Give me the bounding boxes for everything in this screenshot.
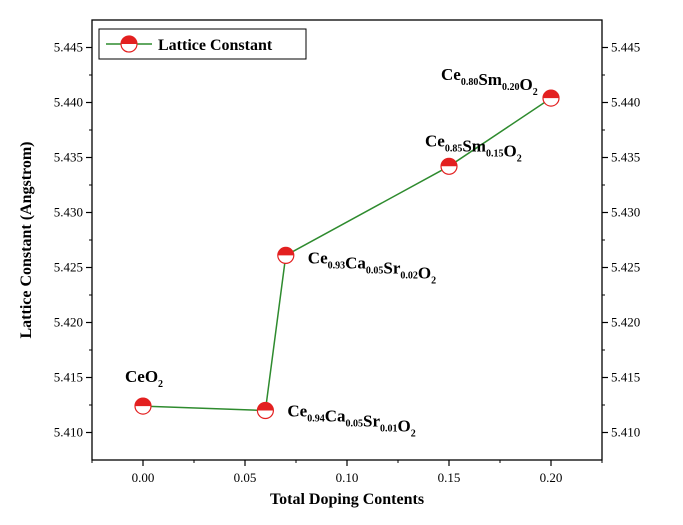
y-tick-label-left: 5.445 xyxy=(54,40,83,55)
y-tick-label-right: 5.425 xyxy=(611,260,640,275)
formula-subscript: 0.01 xyxy=(380,424,398,435)
marker-outline xyxy=(542,89,560,107)
formula-subscript: 2 xyxy=(411,429,416,440)
formula-element: O xyxy=(398,417,411,436)
marker-outline xyxy=(134,397,152,415)
y-tick-label-right: 5.435 xyxy=(611,150,640,165)
formula-element: Sr xyxy=(383,258,400,277)
marker-top-half xyxy=(441,158,457,167)
formula-subscript: 2 xyxy=(158,379,163,390)
x-tick-label: 0.05 xyxy=(234,470,257,485)
marker-top-half xyxy=(543,90,559,99)
formula-subscript: 2 xyxy=(533,87,538,98)
formula-subscript: 2 xyxy=(517,153,522,164)
y-tick-label-left: 5.430 xyxy=(54,205,83,220)
x-tick-label: 0.10 xyxy=(336,470,359,485)
y-tick-label-right: 5.440 xyxy=(611,95,640,110)
marker-top-half xyxy=(135,398,151,407)
legend-marker-glyph xyxy=(120,35,138,53)
formula-label: Ce0.85Sm0.15O2 xyxy=(425,131,522,164)
y-axis-title: Lattice Constant (Angstrom) xyxy=(18,141,35,338)
formula-subscript: 0.85 xyxy=(445,143,463,154)
formula-element: CeO xyxy=(125,367,158,386)
formula-element: Sm xyxy=(462,136,486,155)
marker-outline xyxy=(256,401,274,420)
series-layer xyxy=(134,89,560,420)
y-tick-label-right: 5.410 xyxy=(611,425,640,440)
y-tick-label-left: 5.435 xyxy=(54,150,83,165)
formula-element: Ca xyxy=(345,253,366,272)
data-point xyxy=(440,157,458,175)
formula-subscript: 0.93 xyxy=(328,260,346,271)
legend-marker-icon xyxy=(120,35,138,53)
data-point xyxy=(256,401,274,420)
formula-label: CeO2 xyxy=(125,367,163,390)
x-axis-title: Total Doping Contents xyxy=(270,491,424,508)
y-tick-label-left: 5.440 xyxy=(54,95,83,110)
formula-element: Sm xyxy=(478,70,502,89)
annotation-layer: CeO2Ce0.94Ca0.05Sr0.01O2Ce0.93Ca0.05Sr0.… xyxy=(125,65,538,439)
y-tick-label-right: 5.415 xyxy=(611,370,640,385)
formula-element: Ce xyxy=(287,402,307,421)
y-tick-label-left: 5.410 xyxy=(54,425,83,440)
y-tick-label-left: 5.415 xyxy=(54,370,83,385)
formula-subscript: 0.20 xyxy=(502,82,520,93)
formula-subscript: 0.94 xyxy=(307,414,325,425)
y-tick-label-right: 5.430 xyxy=(611,205,640,220)
marker-outline xyxy=(440,157,458,175)
formula-subscript: 0.05 xyxy=(366,265,384,276)
data-point xyxy=(277,246,295,264)
formula-element: Ca xyxy=(325,407,346,426)
marker-outline xyxy=(120,35,138,53)
formula-subscript: 0.05 xyxy=(346,419,364,430)
formula-element: O xyxy=(418,263,431,282)
y-tick-label-left: 5.420 xyxy=(54,315,83,330)
formula-element: O xyxy=(519,75,532,94)
formula-subscript: 0.02 xyxy=(400,270,418,281)
x-tick-label: 0.15 xyxy=(438,470,461,485)
y-tick-label-right: 5.420 xyxy=(611,315,640,330)
data-point xyxy=(134,397,152,415)
axes: 0.00 0.05 0.10 0.15 0.20 5.410 5.410 5.415 5.415… xyxy=(54,40,641,486)
formula-label: Ce0.93Ca0.05Sr0.02O2 xyxy=(308,248,436,286)
formula-subscript: 2 xyxy=(431,275,436,286)
y-tick-label-left: 5.425 xyxy=(54,260,83,275)
marker-top-half xyxy=(277,247,294,256)
formula-subscript: 0.80 xyxy=(461,77,479,88)
marker-top-half xyxy=(257,402,274,411)
formula-label: Ce0.94Ca0.05Sr0.01O2 xyxy=(287,402,415,440)
formula-element: Sr xyxy=(363,412,380,431)
marker-top-half xyxy=(121,36,137,44)
legend: Lattice Constant xyxy=(98,28,307,60)
formula-element: Ce xyxy=(441,65,461,84)
legend-label: Lattice Constant xyxy=(158,37,273,54)
marker-outline xyxy=(277,246,295,264)
x-tick-label: 0.20 xyxy=(540,470,563,485)
formula-element: O xyxy=(503,141,516,160)
formula-subscript: 0.15 xyxy=(486,148,504,159)
data-point xyxy=(542,89,560,107)
formula-element: Ce xyxy=(308,248,328,267)
formula-element: Ce xyxy=(425,131,445,150)
y-tick-label-right: 5.445 xyxy=(611,40,640,55)
formula-label: Ce0.80Sm0.20O2 xyxy=(441,65,538,98)
x-tick-label: 0.00 xyxy=(132,470,155,485)
